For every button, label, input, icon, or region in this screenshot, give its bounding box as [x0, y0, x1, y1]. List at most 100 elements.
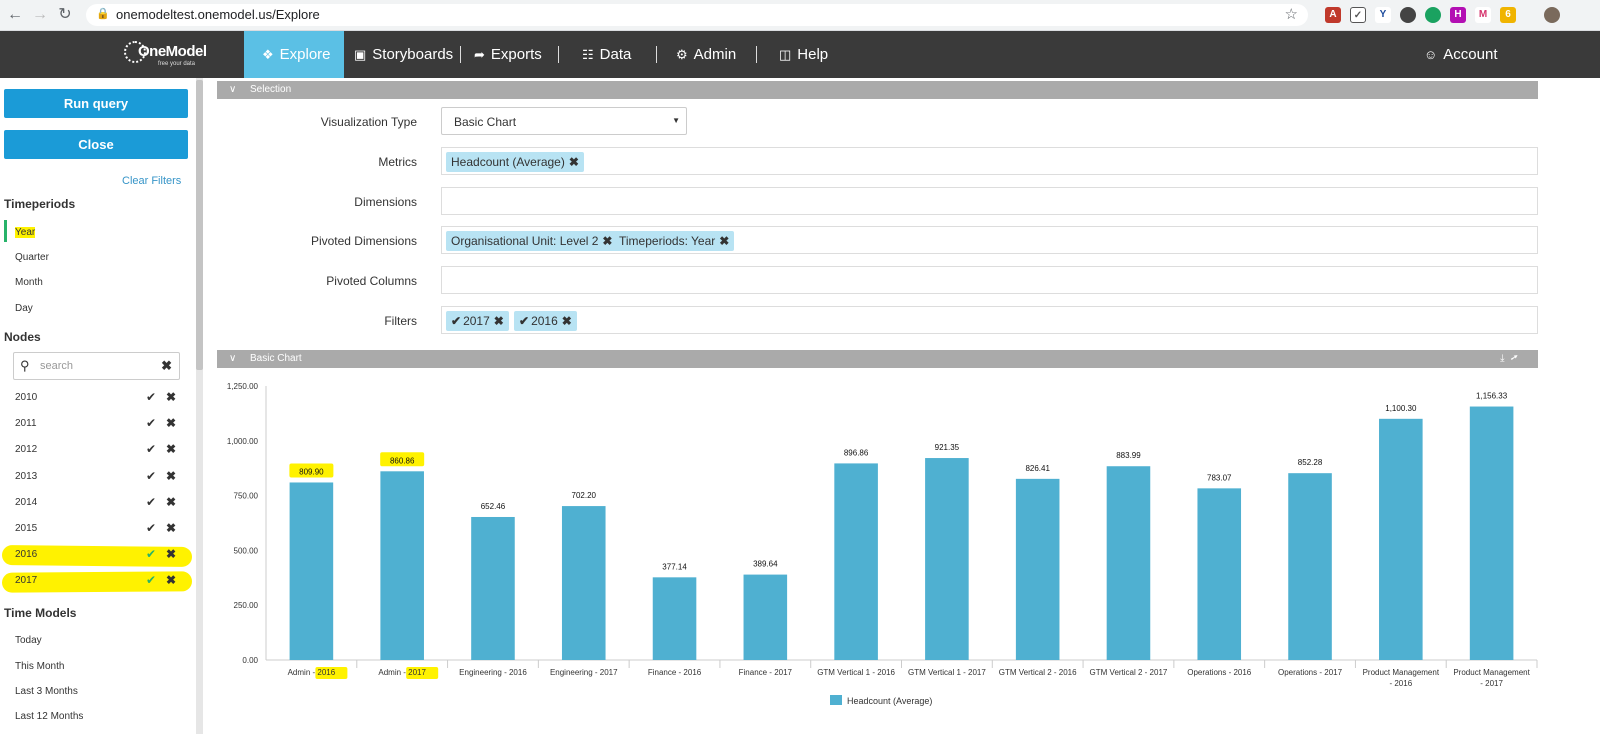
check-icon[interactable]: ✔	[146, 469, 157, 483]
remove-chip-icon[interactable]: ✖	[561, 314, 572, 328]
profile-avatar[interactable]	[1544, 7, 1560, 23]
exclude-icon[interactable]: ✖	[166, 573, 177, 587]
purple-extension-icon[interactable]: H	[1450, 7, 1466, 23]
y-extension-icon[interactable]: Y	[1375, 7, 1391, 23]
gauge-extension-icon[interactable]	[1425, 7, 1441, 23]
x-tick-label: Engineering - 2016	[459, 668, 527, 677]
close-button[interactable]: Close	[4, 130, 188, 159]
node-row-2016[interactable]: 2016 ✔ ✖	[0, 545, 196, 567]
pivoted-columns-field[interactable]	[441, 266, 1538, 294]
viz-type-select[interactable]: Basic Chart ▼	[441, 107, 687, 135]
bar	[834, 463, 878, 660]
nav-storyboards[interactable]: ▣ Storyboards	[354, 31, 453, 78]
nav-help[interactable]: ◫ Help	[779, 31, 828, 78]
x-tick-label: Operations - 2016	[1187, 668, 1252, 677]
node-label: 2016	[15, 549, 38, 560]
timeperiod-quarter[interactable]: Quarter	[15, 252, 49, 263]
node-row-2015[interactable]: 2015 ✔ ✖	[0, 520, 196, 540]
exclude-icon[interactable]: ✖	[166, 547, 177, 561]
clear-filters-link[interactable]: Clear Filters	[122, 175, 182, 187]
exclude-icon[interactable]: ✖	[166, 469, 177, 483]
exclude-icon[interactable]: ✖	[166, 521, 177, 535]
remove-chip-icon[interactable]: ✖	[602, 234, 613, 248]
back-icon[interactable]: ←	[7, 6, 23, 23]
nav-exports-label: Exports	[490, 46, 542, 63]
time-model-this-month[interactable]: This Month	[15, 661, 65, 672]
mail-extension-icon[interactable]: 6	[1500, 7, 1516, 23]
filter-chip[interactable]: ✔ 2017 ✖	[446, 311, 509, 331]
circle-extension-icon[interactable]	[1400, 7, 1416, 23]
dimensions-label: Dimensions	[354, 195, 417, 209]
nav-data[interactable]: ☷ Data	[582, 31, 631, 78]
pivoted-dimensions-field[interactable]: Organisational Unit: Level 2 ✖ Timeperiod…	[441, 226, 1538, 254]
remove-chip-icon[interactable]: ✖	[493, 314, 504, 328]
clear-search-icon[interactable]: ✖	[161, 358, 172, 373]
time-model-last-12-months[interactable]: Last 12 Months	[15, 711, 84, 722]
exclude-icon[interactable]: ✖	[166, 390, 177, 404]
chevron-down-icon[interactable]: ∨	[229, 84, 237, 95]
bookmark-star-icon[interactable]: ☆	[1284, 6, 1298, 23]
nodes-search-input[interactable]: ⚲ search ✖	[13, 352, 180, 380]
node-row-2012[interactable]: 2012 ✔ ✖	[0, 441, 196, 461]
bar	[1015, 478, 1060, 660]
node-row-2011[interactable]: 2011 ✔ ✖	[0, 415, 196, 435]
download-icon[interactable]: ⤓	[1500, 353, 1511, 364]
nav-admin[interactable]: ⚙ Admin	[676, 31, 736, 78]
m-extension-icon[interactable]: M	[1475, 7, 1491, 23]
timeperiod-year[interactable]: Year	[12, 226, 38, 239]
selection-section-header[interactable]: ∨ Selection	[217, 81, 1538, 99]
pivot-chip[interactable]: Timeperiods: Year ✖	[614, 231, 735, 251]
time-model-today[interactable]: Today	[15, 635, 42, 646]
check-icon[interactable]: ✔	[146, 547, 157, 561]
pin-icon[interactable]: ➚	[1510, 353, 1524, 364]
nav-explore[interactable]: ❖ Explore	[244, 31, 344, 78]
filter-chip[interactable]: ✔ 2016 ✖	[514, 311, 577, 331]
nav-account[interactable]: ☺ Account	[1424, 31, 1497, 78]
selection-section-title: Selection	[250, 84, 292, 95]
node-row-2013[interactable]: 2013 ✔ ✖	[0, 468, 196, 488]
x-tick-label: GTM Vertical 2 - 2016	[999, 668, 1077, 677]
check-icon[interactable]: ✔	[146, 442, 157, 456]
chart-section-header[interactable]: ∨ Basic Chart ⤓➚	[217, 350, 1538, 368]
node-row-2010[interactable]: 2010 ✔ ✖	[0, 389, 196, 409]
sidebar-scrollbar[interactable]	[196, 78, 203, 734]
run-query-button[interactable]: Run query	[4, 89, 188, 118]
onemodel-logo[interactable]: OneModel free your data	[124, 39, 207, 71]
pivot-chip[interactable]: Organisational Unit: Level 2 ✖	[446, 231, 618, 251]
x-tick-label: GTM Vertical 2 - 2017	[1090, 668, 1168, 677]
check-icon[interactable]: ✔	[146, 573, 157, 587]
bar-chart-svg: 0.00 250.00 500.00 750.00 1,000.00 1,250.00 80…	[227, 382, 1538, 706]
url-text: onemodeltest.onemodel.us/Explore	[116, 7, 320, 22]
check-icon[interactable]: ✔	[146, 416, 157, 430]
filters-field[interactable]: ✔ 2017 ✖ ✔ 2016 ✖	[441, 306, 1538, 334]
bar-value-label: 860.86	[390, 456, 415, 465]
reload-icon[interactable]: ↻	[58, 6, 72, 23]
metrics-field[interactable]: Headcount (Average) ✖	[441, 147, 1538, 175]
node-row-2017[interactable]: 2017 ✔ ✖	[0, 571, 196, 593]
timeperiod-month[interactable]: Month	[15, 277, 43, 288]
pdf-extension-icon[interactable]: A	[1325, 7, 1341, 23]
bar	[1197, 488, 1242, 660]
chevron-down-icon[interactable]: ∨	[229, 353, 237, 364]
bar	[925, 458, 969, 660]
bar-value-label: 883.99	[1116, 451, 1141, 460]
check-icon[interactable]: ✔	[146, 495, 157, 509]
timeperiod-day[interactable]: Day	[15, 303, 33, 314]
time-model-last-3-months[interactable]: Last 3 Months	[15, 686, 78, 697]
node-row-2014[interactable]: 2014 ✔ ✖	[0, 494, 196, 514]
exclude-icon[interactable]: ✖	[166, 416, 177, 430]
check-icon[interactable]: ✔	[146, 390, 157, 404]
address-bar[interactable]: 🔒 onemodeltest.onemodel.us/Explore ☆	[86, 4, 1308, 26]
pocket-extension-icon[interactable]: ✓	[1350, 7, 1366, 23]
sidebar-scrollbar-thumb[interactable]	[196, 80, 203, 370]
basic-chart: 0.00 250.00 500.00 750.00 1,000.00 1,250.00 80…	[203, 368, 1600, 734]
nav-exports[interactable]: ➦ Exports	[474, 31, 542, 78]
exclude-icon[interactable]: ✖	[166, 442, 177, 456]
metric-chip[interactable]: Headcount (Average) ✖	[446, 152, 584, 172]
check-icon[interactable]: ✔	[146, 521, 157, 535]
dimensions-field[interactable]	[441, 187, 1538, 215]
exclude-icon[interactable]: ✖	[166, 495, 177, 509]
remove-chip-icon[interactable]: ✖	[719, 234, 730, 248]
forward-icon[interactable]: →	[32, 6, 48, 23]
remove-chip-icon[interactable]: ✖	[568, 155, 579, 169]
